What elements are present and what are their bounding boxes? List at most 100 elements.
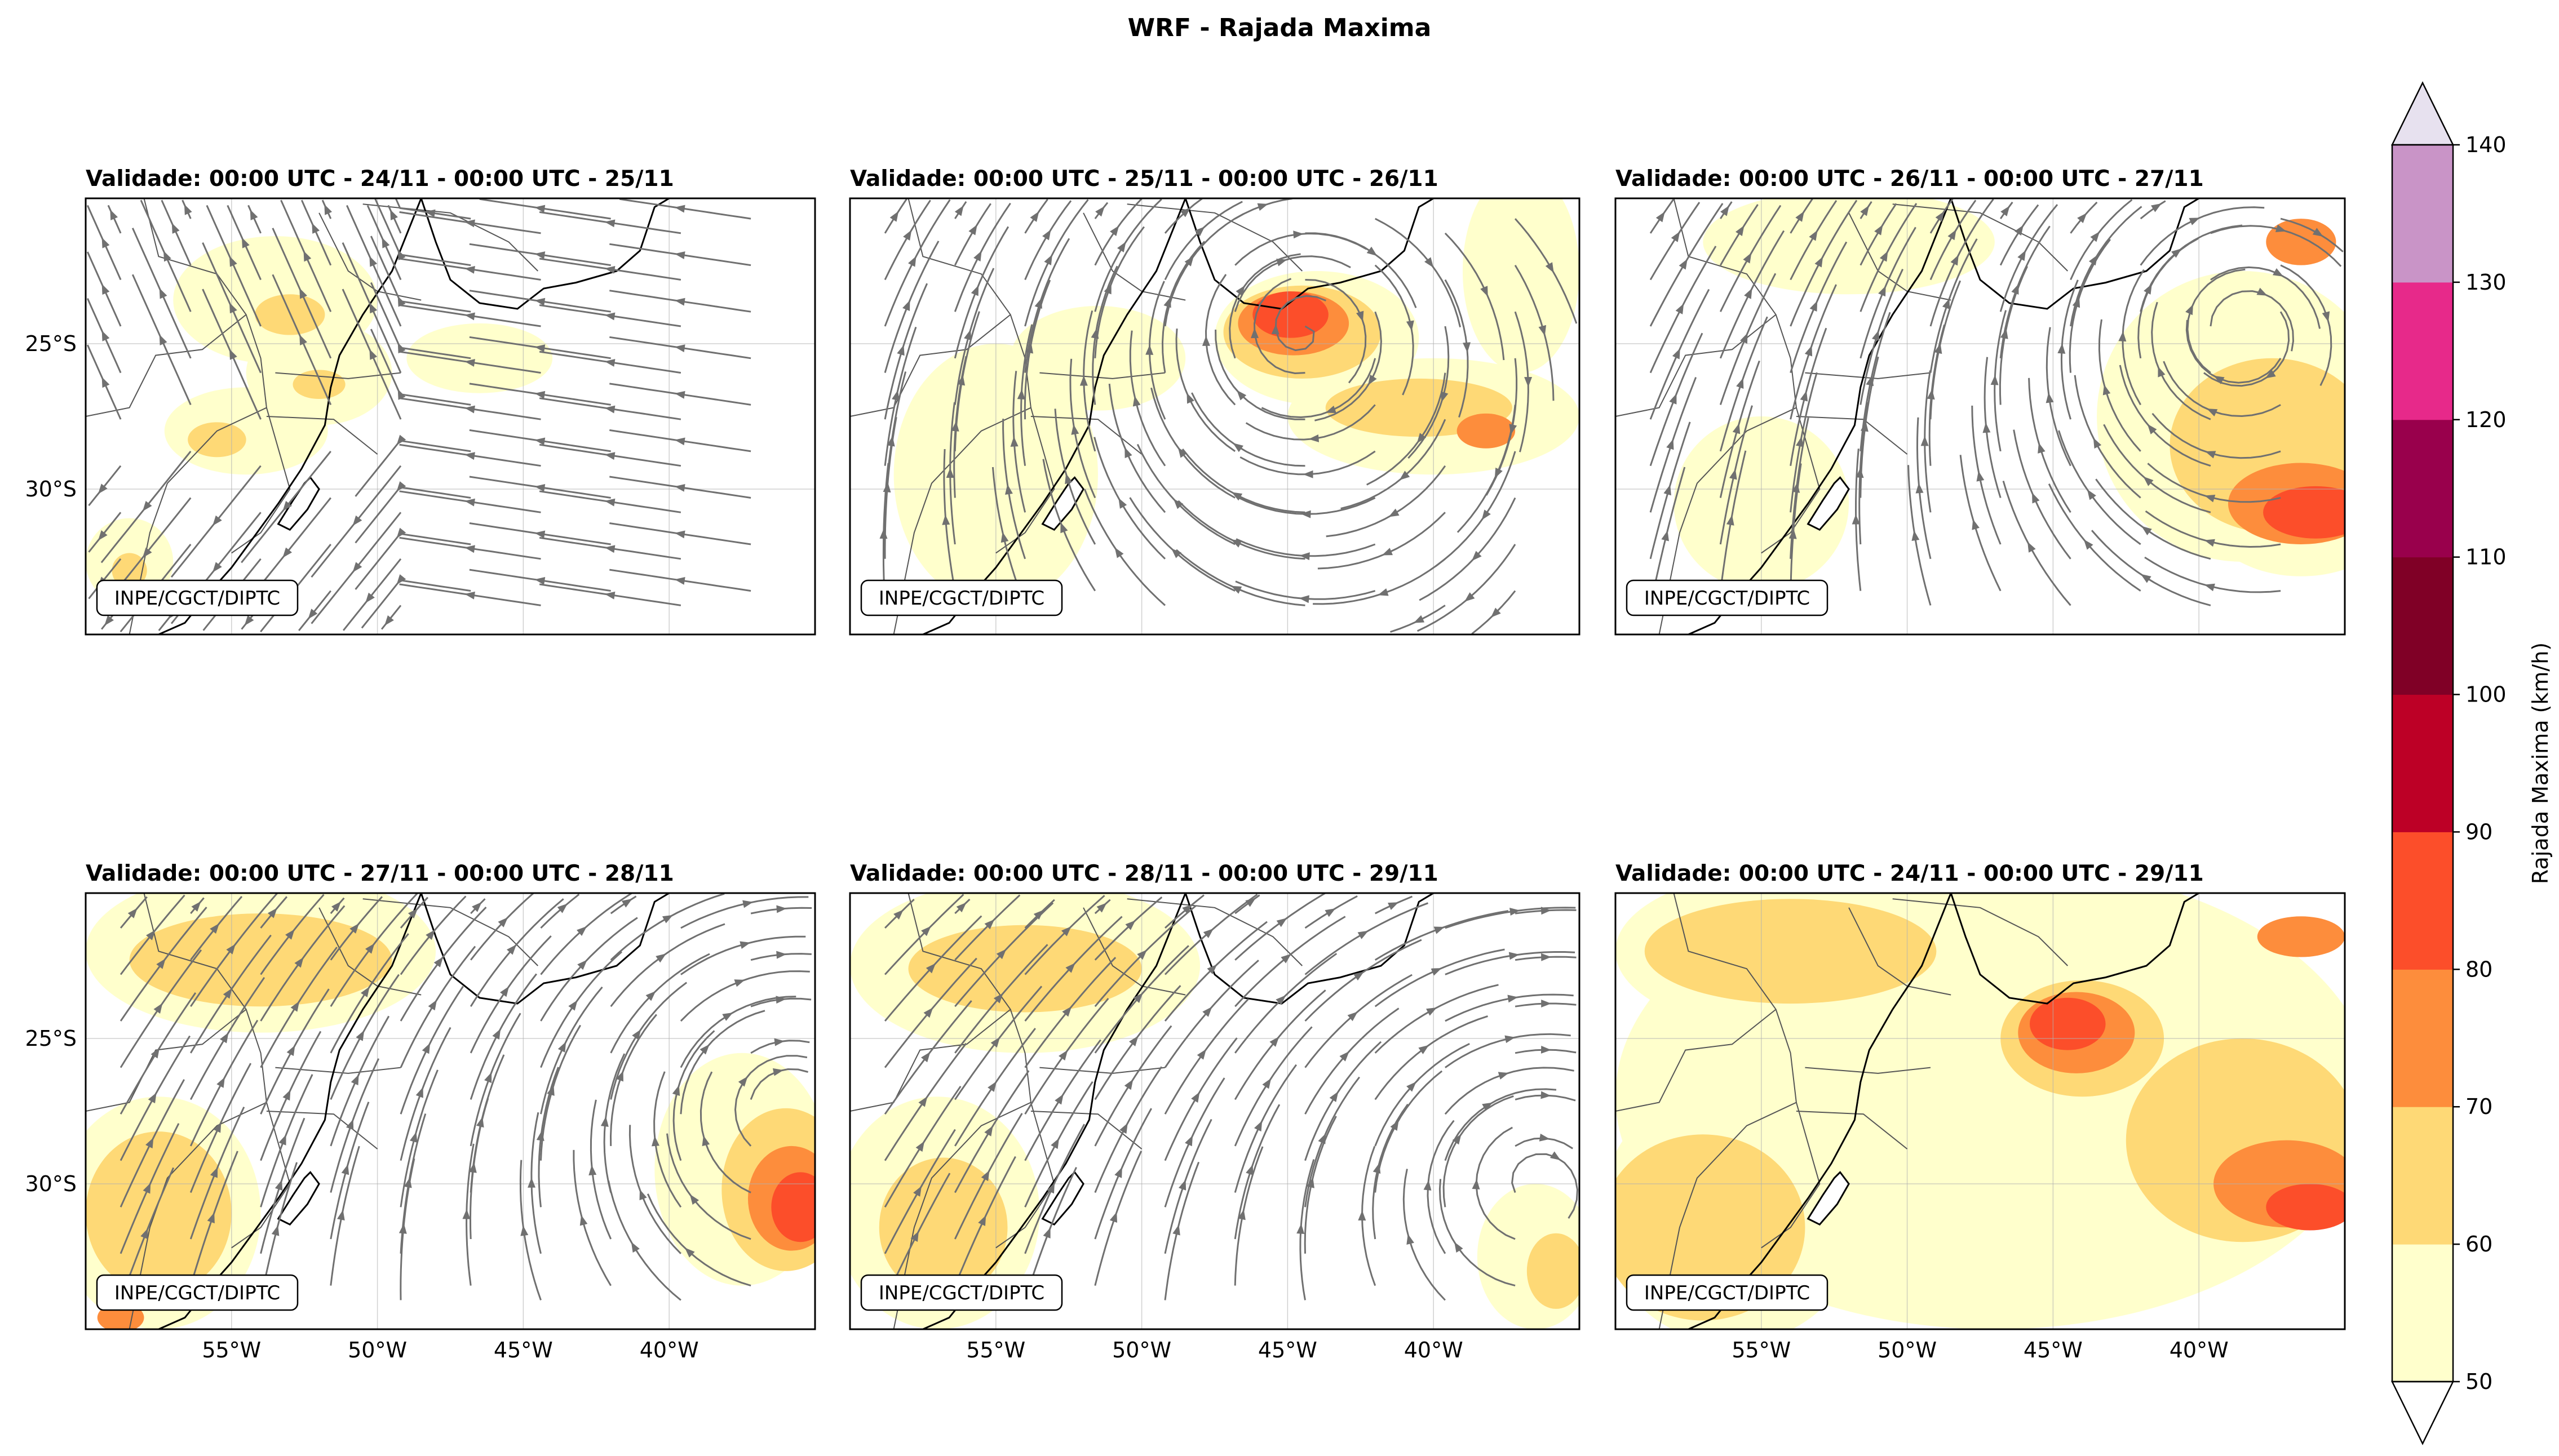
streamline-arrow: [104, 615, 114, 626]
streamline-arrow: [299, 334, 307, 345]
streamline-arrow: [1079, 375, 1088, 386]
streamline-arrow: [2185, 304, 2193, 316]
colorbar-frame: [2391, 144, 2454, 1383]
streamline-arrow: [1441, 391, 1449, 402]
gust-area-60-kmh: [879, 1157, 1008, 1298]
attribution-box: [1626, 579, 1829, 616]
streamline-arrow: [1299, 595, 1309, 603]
streamline-arrow: [464, 405, 475, 414]
streamline: [680, 896, 809, 929]
state-border: [1848, 907, 1951, 996]
panel-title-2: Validade: 00:00 UTC - 25/11 - 00:00 UTC …: [850, 166, 1438, 192]
streamline-arrow: [674, 344, 685, 353]
state-border: [1039, 372, 1166, 379]
streamline-arrow: [2273, 268, 2284, 277]
streamline-arrow: [2204, 495, 2216, 503]
streamline-arrow: [1541, 953, 1552, 961]
x-tick-label: 40°W: [2170, 1338, 2229, 1362]
streamline-arrow: [142, 500, 152, 512]
streamline-arrow: [360, 987, 370, 997]
state-border: [995, 407, 1055, 554]
gust-area-80-kmh: [1252, 291, 1329, 338]
streamline-arrow: [499, 986, 510, 997]
streamline-arrow: [1399, 470, 1410, 481]
streamline-arrow: [210, 923, 219, 934]
streamline-arrow: [424, 209, 436, 217]
coastline: [420, 198, 670, 310]
streamline-arrow: [892, 390, 900, 401]
streamline-arrow: [1104, 283, 1112, 295]
panel-title-4: Validade: 00:00 UTC - 27/11 - 00:00 UTC …: [86, 861, 674, 886]
streamline-arrow: [2312, 228, 2323, 237]
panel-frame: [1614, 892, 2346, 1330]
streamline-arrow: [1061, 926, 1072, 936]
state-border: [231, 407, 291, 554]
streamline-arrow: [2204, 539, 2215, 547]
streamline-arrow: [616, 1071, 623, 1082]
streamline-arrow: [1426, 1007, 1437, 1016]
streamline-arrow: [1182, 904, 1193, 914]
streamline-arrow: [365, 592, 375, 603]
streamline-arrow: [282, 1089, 291, 1101]
streamline-arrow: [946, 468, 954, 478]
state-border: [86, 1009, 247, 1112]
streamline-arrow: [1661, 530, 1669, 541]
streamline-arrow: [299, 288, 307, 299]
figure-title: WRF - Rajada Maxima: [1128, 14, 1432, 42]
streamline-arrow: [672, 1085, 680, 1096]
streamline-arrow: [101, 237, 110, 248]
x-tick-label: 50°W: [1112, 1338, 1171, 1362]
colorbar-tick-label: 130: [2465, 270, 2507, 295]
streamline-arrow: [579, 1215, 588, 1226]
streamline-arrow: [1663, 484, 1671, 496]
coastline: [1184, 198, 1434, 310]
streamline-arrow: [404, 1177, 412, 1188]
streamline: [88, 465, 122, 507]
streamline-arrow: [2141, 526, 2152, 535]
streamline-arrow: [1262, 1078, 1272, 1089]
colorbar-segment-90: [2392, 694, 2453, 832]
streamline-arrow: [632, 1029, 641, 1040]
state-border: [231, 1102, 291, 1249]
streamline-arrow: [1062, 1006, 1072, 1017]
map-panel-6: Validade: 00:00 UTC - 24/11 - 00:00 UTC …: [1614, 861, 2346, 1362]
streamline-arrow: [990, 1037, 1000, 1048]
streamline-arrow: [988, 1081, 997, 1092]
streamline-arrow: [1254, 1120, 1263, 1132]
streamline-arrow: [738, 1076, 748, 1087]
streamline-arrow: [734, 979, 745, 987]
streamline-arrow: [229, 256, 237, 267]
streamline-arrow: [2256, 287, 2268, 296]
state-border: [86, 314, 247, 417]
streamline-arrow: [1874, 224, 1883, 236]
streamline-arrow: [1329, 1091, 1339, 1102]
state-border: [1761, 407, 1821, 554]
streamline-arrow: [740, 941, 751, 949]
streamline-arrow: [1990, 375, 1999, 385]
streamline-arrow: [1735, 225, 1745, 236]
streamline: [346, 205, 402, 327]
streamline-arrow: [163, 251, 171, 262]
panel-title-1: Validade: 00:00 UTC - 24/11 - 00:00 UTC …: [86, 166, 674, 192]
streamline-arrow: [1186, 393, 1194, 404]
streamline-arrow: [1246, 1164, 1254, 1175]
attribution-box: [96, 579, 299, 616]
panel-content: [850, 198, 1579, 634]
streamline: [479, 198, 611, 220]
streamline-arrow: [148, 1092, 157, 1104]
streamline-arrow: [1065, 962, 1075, 973]
colorbar-segment-50: [2392, 1244, 2453, 1382]
colorbar-label: Rajada Maxima (km/h): [2528, 642, 2553, 884]
streamline-arrow: [365, 943, 375, 954]
streamline-arrow: [897, 344, 905, 356]
streamline-arrow: [159, 334, 167, 345]
streamline-arrow: [1060, 522, 1068, 534]
streamline-arrow: [1545, 262, 1554, 273]
streamline-arrow: [464, 591, 475, 600]
streamline-arrow: [1042, 229, 1051, 241]
streamline-arrow: [942, 514, 950, 525]
streamline-arrow: [1679, 259, 1688, 270]
streamline-arrow: [1055, 1094, 1064, 1105]
panel-content: [1615, 893, 2345, 1329]
streamline-arrow: [923, 1007, 933, 1018]
